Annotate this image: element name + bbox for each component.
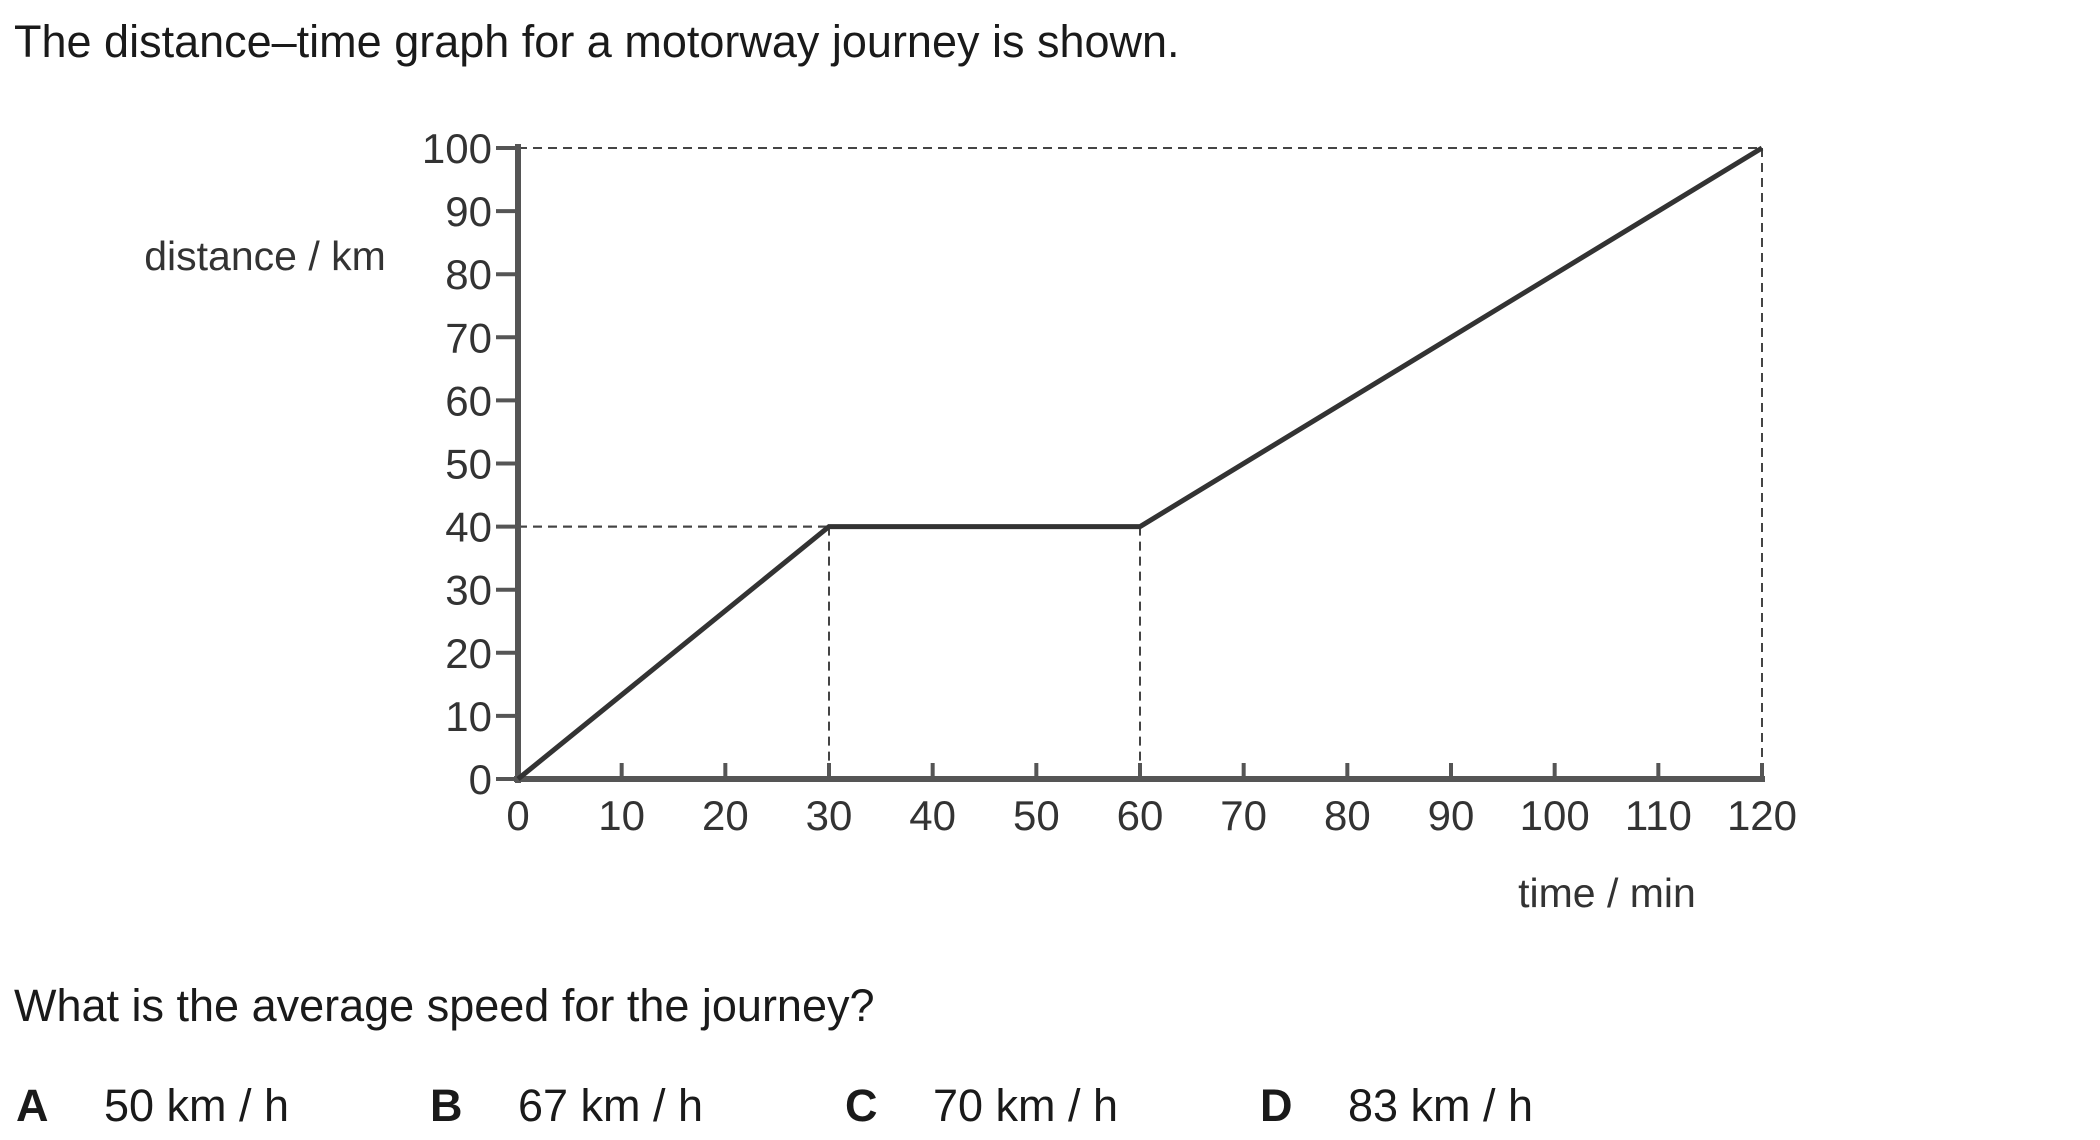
x-tick-label: 120 [1727,792,1797,839]
series [516,145,1764,781]
guide-lines [518,147,1763,779]
question-intro: The distance–time graph for a motorway j… [14,16,1180,67]
option-value: 70 km / h [933,1080,1119,1131]
y-tick-label: 50 [445,441,492,488]
x-tick-label: 10 [598,792,645,839]
option-d[interactable]: D 83 km / h [1260,1078,1533,1134]
option-value: 67 km / h [518,1080,704,1131]
y-tick-label: 20 [445,630,492,677]
x-tick-label: 40 [909,792,956,839]
y-tick-label: 90 [445,188,492,235]
option-value: 83 km / h [1348,1080,1534,1131]
y-tick-label: 30 [445,567,492,614]
x-tick-label: 90 [1428,792,1475,839]
x-tick-label: 110 [1625,792,1692,839]
x-tick-label: 70 [1220,792,1267,839]
option-letter: D [1260,1080,1293,1131]
option-b[interactable]: B 67 km / h [430,1078,703,1134]
x-tick-label: 50 [1013,792,1060,839]
ticks: 0 10 20 30 40 50 60 70 80 90 100 0 10 20 30 40 50 60 70 80 9… [422,125,1797,839]
axes [514,144,1765,783]
option-letter: C [845,1080,878,1131]
x-tick-label: 20 [702,792,749,839]
y-tick-label: 100 [422,125,492,172]
x-tick-label: 100 [1520,792,1590,839]
x-tick-label: 30 [806,792,853,839]
y-tick-label: 70 [445,314,492,361]
y-tick-label: 10 [445,693,492,740]
x-axis-label: time / min [1518,870,1696,916]
y-tick-label: 40 [445,504,492,551]
distance-time-chart: 0 10 20 30 40 50 60 70 80 90 100 0 10 20 30 40 50 60 70 80 9… [144,125,1797,916]
option-letter: B [430,1080,463,1131]
option-a[interactable]: A 50 km / h [16,1078,289,1134]
x-tick-label: 80 [1324,792,1371,839]
question-text: What is the average speed for the journe… [14,980,875,1031]
y-axis-label: distance / km [144,233,386,279]
option-c[interactable]: C 70 km / h [845,1078,1118,1134]
x-tick-label: 60 [1117,792,1164,839]
x-tick-label: 0 [506,792,529,839]
y-tick-label: 80 [445,251,492,298]
journey-line [516,145,1764,781]
option-letter: A [16,1080,49,1131]
y-tick-label: 60 [445,377,492,424]
option-value: 50 km / h [104,1080,290,1131]
y-tick-label: 0 [469,756,492,803]
